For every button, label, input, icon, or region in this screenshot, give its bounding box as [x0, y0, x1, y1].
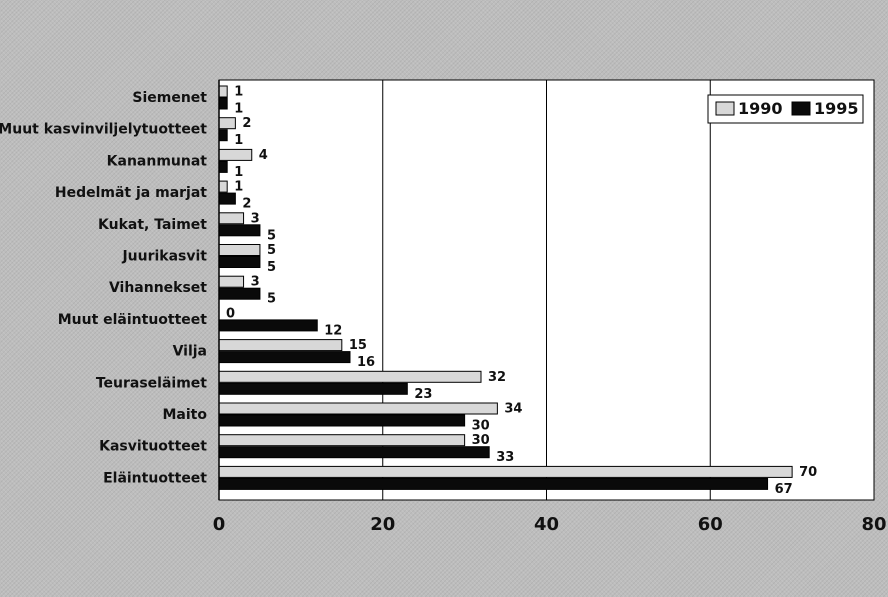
value-label: 5 [267, 243, 276, 258]
value-label: 2 [242, 197, 251, 212]
bar-1990 [218, 212, 245, 225]
bar-1995 [218, 446, 490, 459]
value-label: 0 [226, 306, 235, 321]
category-label: Siemenet [132, 90, 207, 106]
legend-label: 1995 [814, 99, 859, 118]
value-label: 67 [775, 482, 793, 497]
value-label: 1 [234, 102, 243, 117]
value-label: 70 [799, 465, 817, 480]
value-label: 30 [472, 419, 490, 434]
value-label: 4 [259, 148, 268, 163]
category-label: Juurikasvit [121, 249, 207, 265]
bar-1995 [218, 287, 261, 300]
value-label: 32 [488, 370, 506, 385]
bar-1990 [218, 180, 228, 193]
value-label: 30 [472, 433, 490, 448]
value-label: 23 [414, 387, 432, 402]
bar-1995 [218, 97, 228, 110]
category-label: Vihannekset [109, 280, 207, 296]
category-labels: Siemenet Muut kasvinviljelytuotteet Kananm… [0, 90, 207, 486]
bar-1990 [218, 370, 482, 383]
bar-1995 [218, 351, 351, 364]
category-label: Kasvituotteet [99, 439, 207, 455]
category-label: Muut eläintuotteet [58, 312, 208, 328]
bar-1990 [218, 434, 466, 447]
value-label: 1 [234, 180, 243, 195]
value-label: 1 [234, 133, 243, 148]
x-tick-label: 40 [534, 514, 559, 535]
bar-1990 [218, 465, 793, 478]
value-label: 16 [357, 355, 375, 370]
bar-1990 [218, 402, 498, 415]
category-label: Muut kasvinviljelytuotteet [0, 122, 207, 138]
legend: 1990 1995 [707, 94, 864, 124]
bar-1990 [218, 148, 253, 161]
legend-swatch-1990 [715, 101, 735, 116]
value-label: 5 [267, 292, 276, 307]
value-label: 15 [349, 338, 367, 353]
plot-border [218, 79, 875, 501]
legend-swatch-1995 [791, 101, 811, 116]
legend-label: 1990 [738, 99, 783, 118]
bar-1995 [218, 129, 228, 142]
value-label: 3 [251, 211, 260, 226]
x-tick-label: 60 [698, 514, 723, 535]
bar-1995 [218, 192, 236, 205]
bar-1990 [218, 339, 343, 352]
value-label: 34 [504, 402, 522, 417]
x-axis-ticks: 0 20 40 60 80 [213, 514, 887, 535]
grid-lines [382, 80, 711, 500]
bar-1990 [218, 117, 236, 130]
value-label: 1 [234, 85, 243, 100]
bar-1995 [218, 382, 408, 395]
bar-1995 [218, 160, 228, 173]
category-label: Maito [163, 407, 208, 423]
category-label: Kananmunat [107, 153, 208, 169]
value-label: 2 [242, 116, 251, 131]
bar-1990 [218, 275, 245, 288]
value-label: 5 [267, 228, 276, 243]
category-label: Eläintuotteet [103, 470, 207, 486]
category-label: Hedelmät ja marjat [55, 185, 207, 201]
bar-1990 [218, 244, 261, 256]
bar-1995 [218, 477, 769, 490]
value-label: 12 [324, 323, 342, 338]
value-label: 5 [267, 260, 276, 275]
x-tick-label: 0 [213, 514, 226, 535]
bar-1995 [218, 256, 261, 268]
category-label: Kukat, Taimet [98, 217, 207, 233]
value-label: 1 [234, 165, 243, 180]
x-tick-label: 20 [370, 514, 395, 535]
bars [218, 85, 793, 490]
bar-1995 [218, 224, 261, 237]
value-label: 3 [251, 275, 260, 290]
bar-1990 [218, 85, 228, 98]
category-label: Teuraseläimet [96, 375, 207, 391]
bar-1995 [218, 319, 318, 332]
value-label: 33 [496, 450, 514, 465]
bar-1995 [218, 414, 466, 427]
x-tick-label: 80 [861, 514, 886, 535]
category-label: Vilja [173, 344, 207, 360]
